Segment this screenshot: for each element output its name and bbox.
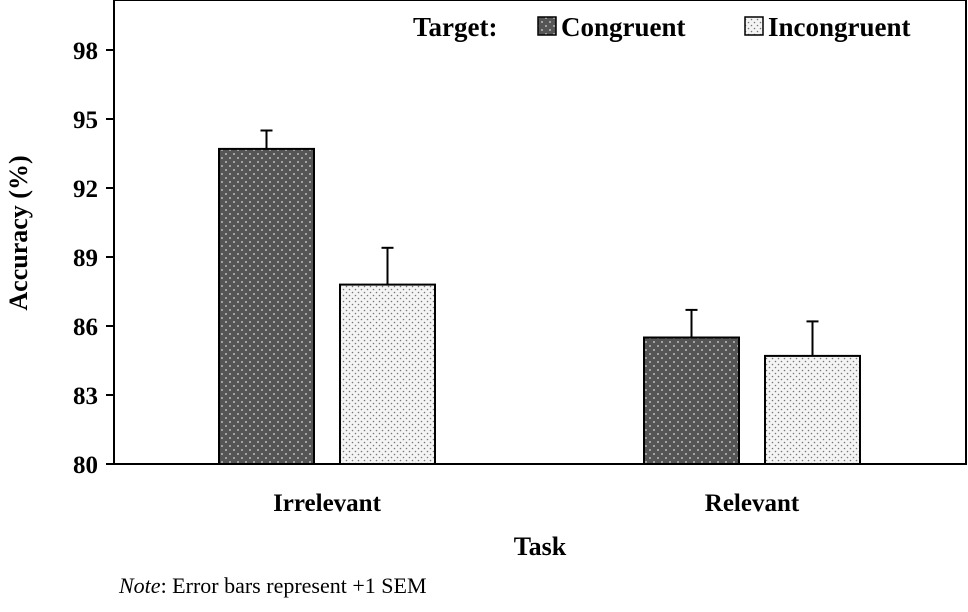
note-text: : Error bars represent +1 SEM: [160, 573, 427, 598]
bar-incongruent-relevant: [764, 354, 861, 465]
bar-incongruent-irrelevant: [339, 283, 436, 465]
legend-swatch-congruent: [537, 16, 557, 36]
legend-swatch-incongruent: [744, 16, 764, 36]
note-italic: Note: [119, 573, 161, 598]
legend-label-congruent: Congruent: [561, 12, 686, 42]
legend: Target: Congruent Incongruent: [413, 12, 911, 42]
y-tick-label: 89: [73, 245, 98, 272]
chart-note: Note: Error bars represent +1 SEM: [119, 573, 427, 599]
y-tick-label: 98: [73, 38, 98, 65]
y-axis: 80 83 86 89 92 95 98: [73, 38, 114, 479]
y-tick-label: 80: [73, 452, 98, 479]
y-tick-label: 86: [73, 314, 98, 341]
plot-frame: [113, 0, 967, 465]
bar-congruent-irrelevant: [218, 147, 315, 465]
y-tick-label: 95: [73, 107, 98, 134]
x-axis-title: Task: [514, 532, 567, 561]
y-tick-label: 83: [73, 383, 98, 410]
x-tick-label-relevant: Relevant: [705, 490, 800, 517]
error-bars: [260, 129, 819, 356]
bar-congruent-relevant: [643, 336, 740, 465]
x-tick-label-irrelevant: Irrelevant: [273, 490, 382, 517]
y-tick-label: 92: [73, 176, 98, 203]
legend-label-incongruent: Incongruent: [768, 12, 911, 42]
x-axis: Irrelevant Relevant: [273, 490, 800, 517]
bars: [218, 147, 861, 465]
legend-title: Target:: [413, 12, 497, 42]
y-axis-title: Accuracy (%): [4, 155, 33, 310]
